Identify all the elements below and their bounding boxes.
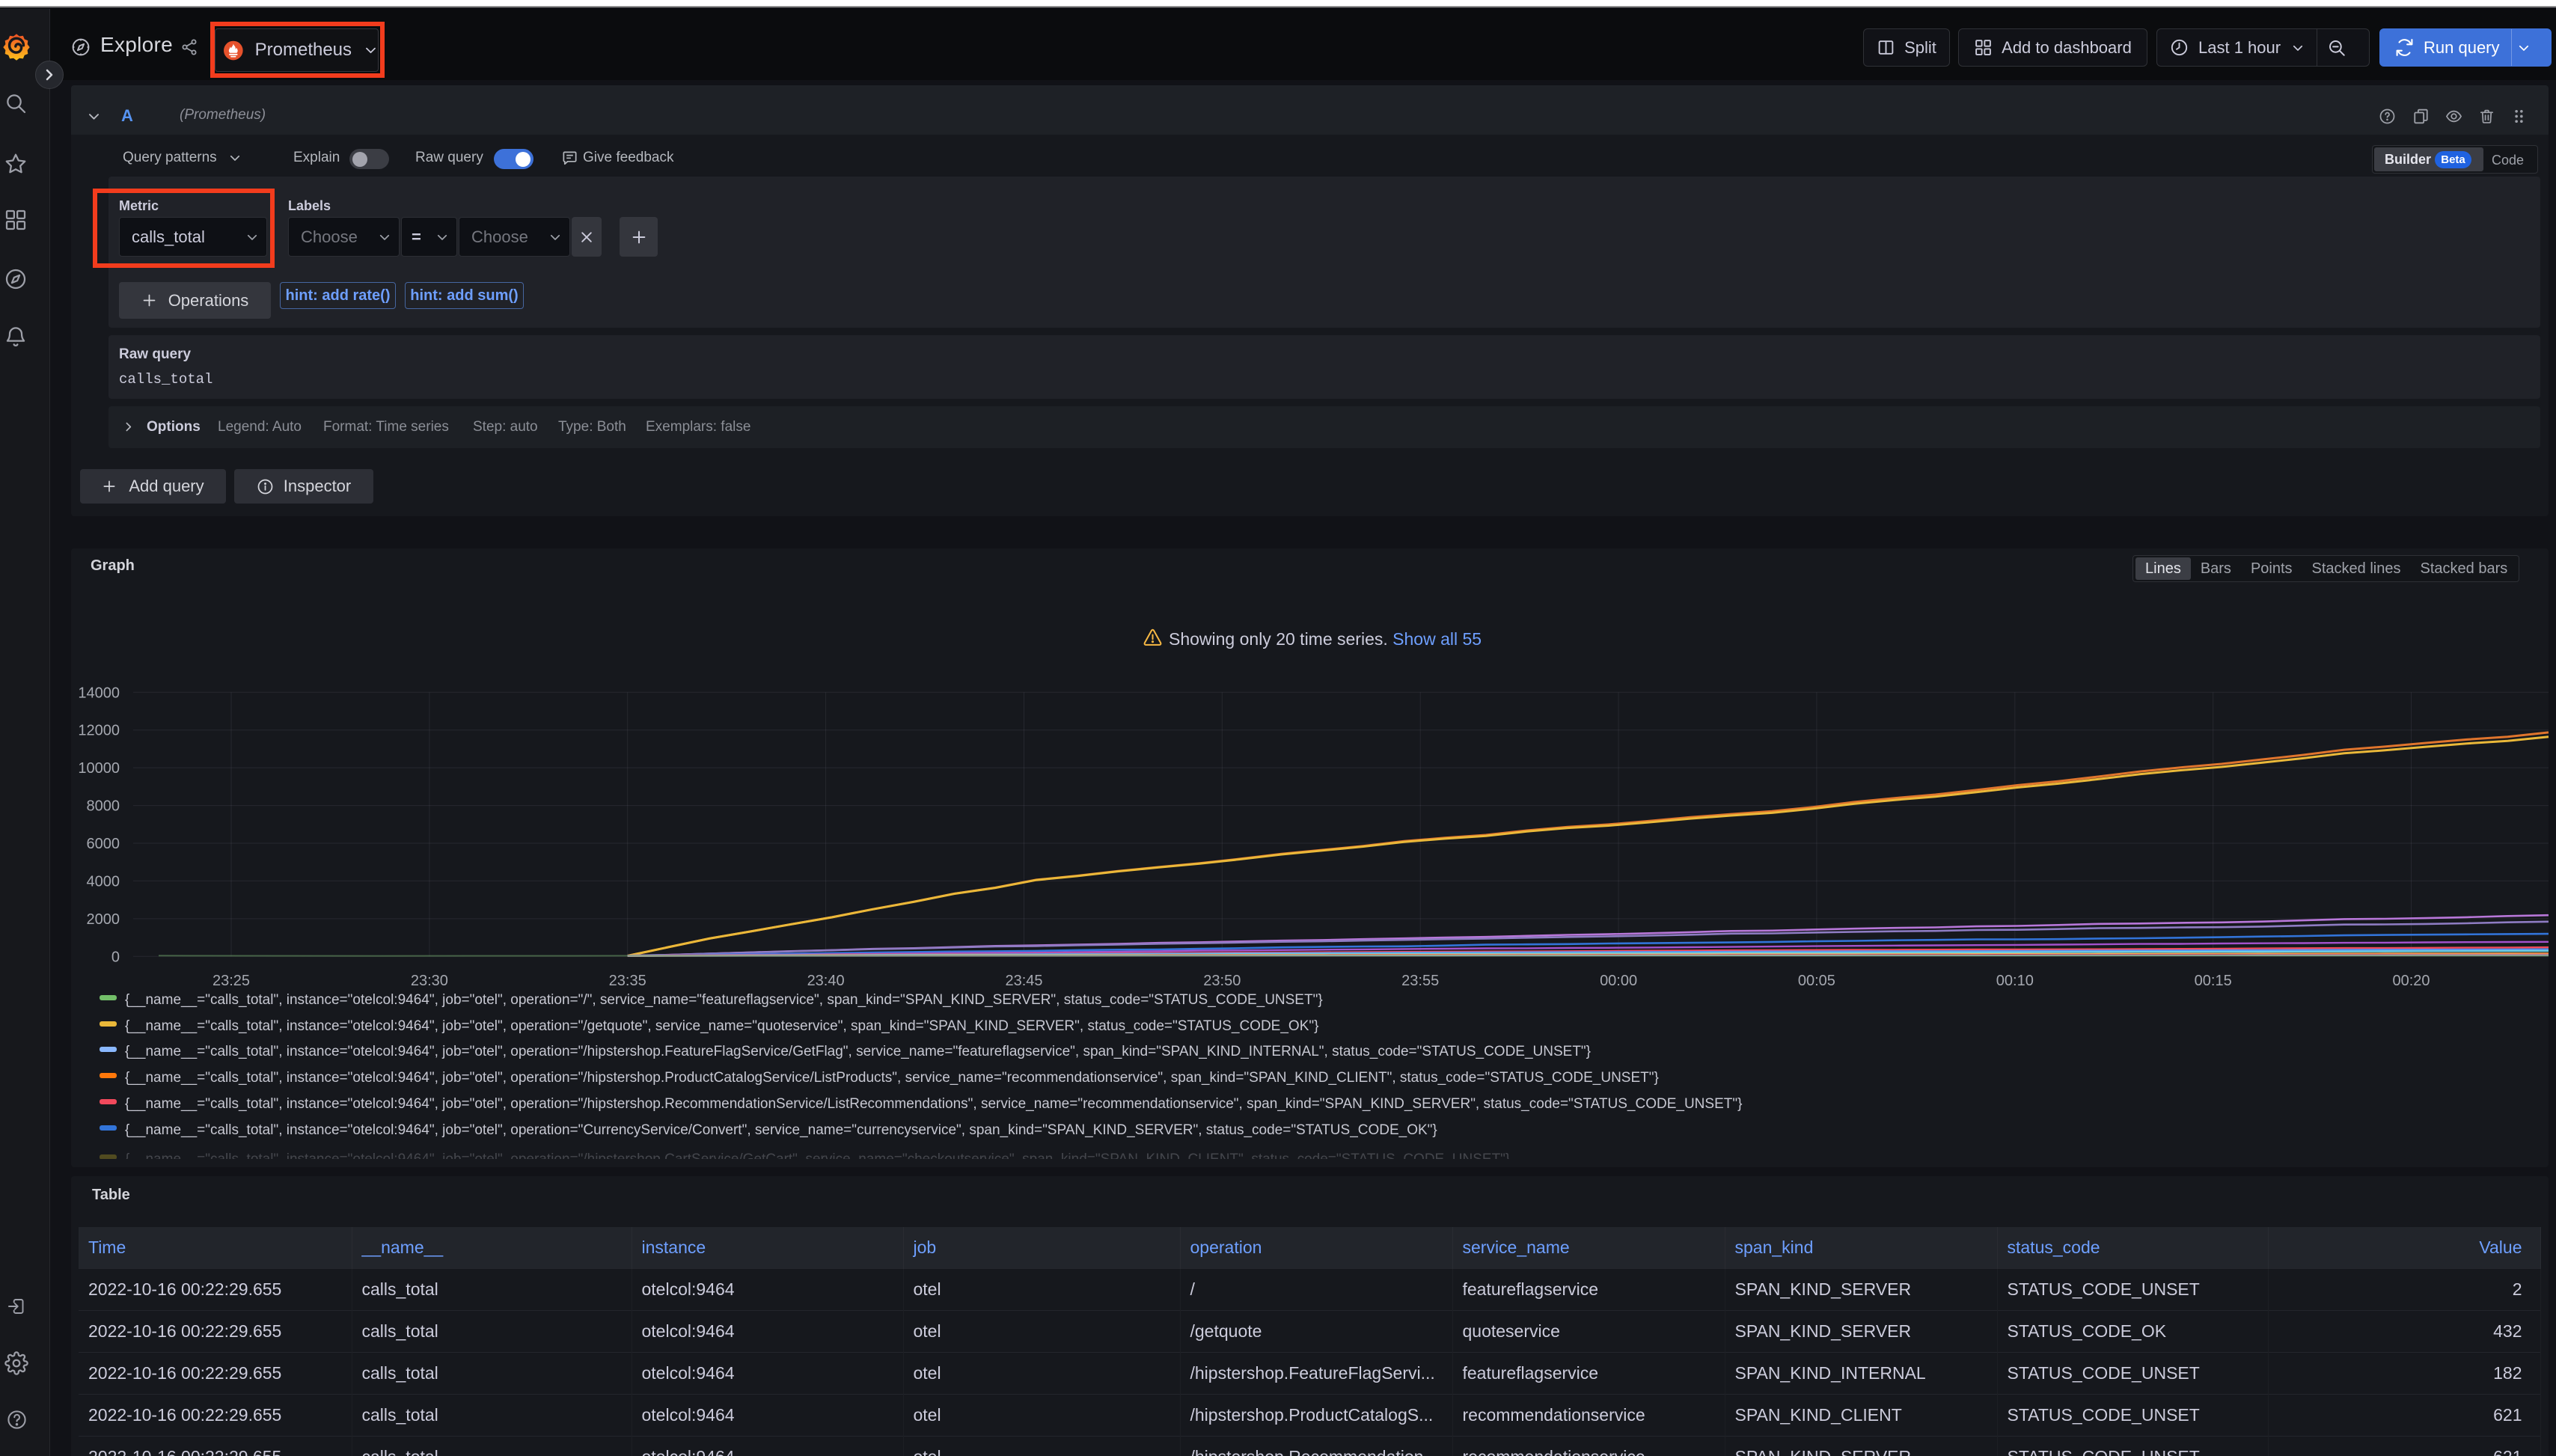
svg-text:0: 0 [111, 949, 120, 965]
svg-text:00:15: 00:15 [2195, 973, 2232, 989]
svg-text:4000: 4000 [87, 873, 120, 890]
svg-text:00:00: 00:00 [1600, 973, 1637, 989]
svg-text:8000: 8000 [87, 798, 120, 815]
svg-text:10000: 10000 [78, 760, 120, 777]
svg-text:23:25: 23:25 [213, 973, 250, 989]
svg-text:14000: 14000 [78, 685, 120, 701]
svg-text:12000: 12000 [78, 723, 120, 739]
svg-text:23:55: 23:55 [1401, 973, 1439, 989]
svg-text:2000: 2000 [87, 911, 120, 928]
svg-text:00:20: 00:20 [2392, 973, 2430, 989]
svg-text:00:05: 00:05 [1798, 973, 1835, 989]
svg-text:23:45: 23:45 [1005, 973, 1042, 989]
svg-text:00:10: 00:10 [1996, 973, 2034, 989]
svg-text:6000: 6000 [87, 836, 120, 852]
svg-text:23:35: 23:35 [609, 973, 646, 989]
svg-text:23:30: 23:30 [411, 973, 448, 989]
svg-text:23:40: 23:40 [807, 973, 845, 989]
svg-text:23:50: 23:50 [1203, 973, 1241, 989]
